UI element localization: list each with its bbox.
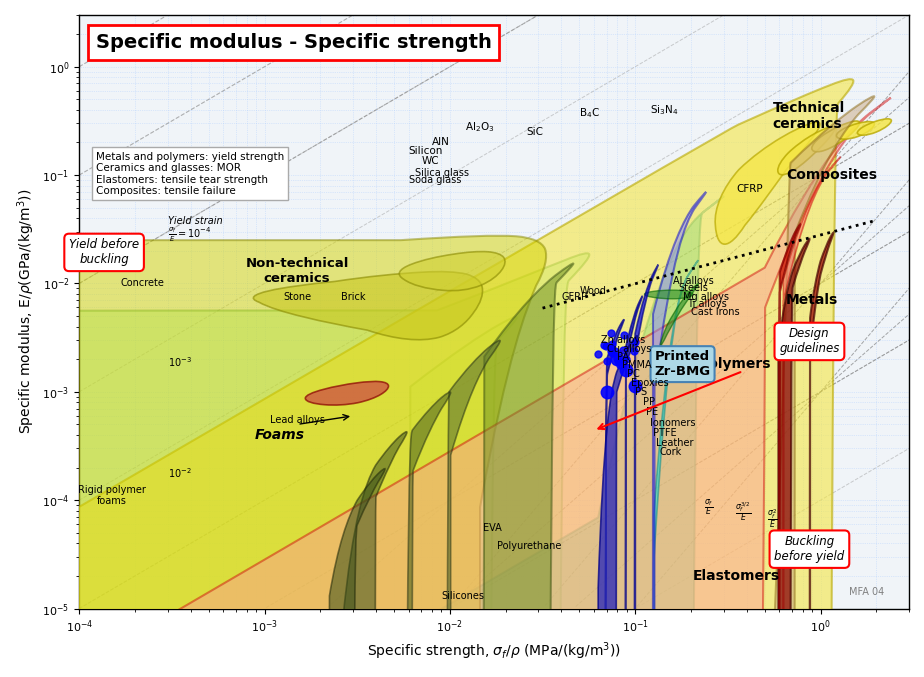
Text: Silica glass: Silica glass — [415, 168, 469, 178]
Ellipse shape — [305, 381, 388, 405]
X-axis label: Specific strength, $\sigma_f/\rho$ (MPa/(kg/m$^3$)): Specific strength, $\sigma_f/\rho$ (MPa/… — [367, 640, 621, 662]
Ellipse shape — [605, 297, 642, 677]
Text: $\frac{\sigma_f}{E}$: $\frac{\sigma_f}{E}$ — [704, 498, 713, 518]
Ellipse shape — [399, 252, 505, 290]
Text: Specific modulus - Specific strength: Specific modulus - Specific strength — [96, 32, 492, 52]
Text: Silicones: Silicones — [442, 591, 484, 601]
Text: GFRP: GFRP — [562, 292, 588, 302]
Text: PE: PE — [647, 407, 659, 417]
Text: PA: PA — [617, 352, 629, 362]
Ellipse shape — [455, 192, 706, 677]
Ellipse shape — [806, 233, 833, 677]
Ellipse shape — [661, 284, 699, 345]
Text: Yield strain: Yield strain — [167, 217, 223, 227]
Text: $\frac{\sigma_f^{3/2}}{E}$: $\frac{\sigma_f^{3/2}}{E}$ — [735, 501, 750, 523]
Text: Al$_2$O$_3$: Al$_2$O$_3$ — [465, 120, 494, 133]
Ellipse shape — [0, 157, 841, 677]
Text: Rigid polymer
foams: Rigid polymer foams — [78, 485, 146, 506]
Text: Leather: Leather — [656, 437, 694, 447]
Text: Si$_3$N$_4$: Si$_3$N$_4$ — [650, 103, 678, 116]
Text: Stone: Stone — [283, 292, 311, 302]
Text: $\frac{\sigma_f^2}{E}$: $\frac{\sigma_f^2}{E}$ — [767, 508, 778, 531]
Text: PS: PS — [635, 387, 648, 397]
Text: EVA: EVA — [482, 523, 502, 533]
Text: Al alloys: Al alloys — [673, 276, 714, 286]
Text: Wood: Wood — [579, 286, 606, 296]
Ellipse shape — [587, 320, 624, 677]
Text: Zn alloys: Zn alloys — [601, 335, 645, 345]
Ellipse shape — [772, 239, 809, 677]
Ellipse shape — [339, 392, 451, 677]
Ellipse shape — [314, 468, 385, 677]
Ellipse shape — [836, 122, 874, 139]
Text: Metals: Metals — [786, 293, 838, 307]
Text: CFRP: CFRP — [736, 183, 762, 194]
Ellipse shape — [589, 336, 638, 677]
Text: Ti alloys: Ti alloys — [687, 299, 726, 309]
Ellipse shape — [324, 432, 407, 677]
Ellipse shape — [715, 122, 820, 244]
Ellipse shape — [602, 265, 658, 677]
Ellipse shape — [0, 97, 891, 677]
Text: Polymers: Polymers — [699, 357, 772, 371]
Ellipse shape — [857, 118, 892, 135]
Text: Composites: Composites — [786, 168, 877, 182]
Text: Printed
Zr-BMG: Printed Zr-BMG — [654, 350, 711, 378]
Ellipse shape — [0, 253, 590, 677]
Text: Yield before
buckling: Yield before buckling — [69, 238, 140, 267]
Ellipse shape — [0, 79, 854, 677]
Text: Ionomers: Ionomers — [650, 418, 696, 428]
Text: Buckling
before yield: Buckling before yield — [774, 536, 845, 563]
Text: Cast irons: Cast irons — [691, 307, 739, 317]
Ellipse shape — [0, 317, 517, 677]
Ellipse shape — [547, 260, 699, 677]
Text: Cu alloys: Cu alloys — [606, 344, 650, 353]
Text: SiC: SiC — [527, 127, 544, 137]
Text: Lead alloys: Lead alloys — [270, 415, 324, 425]
Text: $10^{-3}$: $10^{-3}$ — [167, 355, 191, 369]
Text: Cork: Cork — [660, 447, 682, 457]
Text: PMMA: PMMA — [622, 360, 651, 370]
Text: Concrete: Concrete — [121, 278, 164, 288]
Text: PC: PC — [626, 370, 639, 379]
Ellipse shape — [752, 224, 800, 677]
Text: Mg alloys: Mg alloys — [683, 292, 728, 302]
Ellipse shape — [0, 236, 546, 677]
Text: Silicon: Silicon — [408, 146, 444, 156]
Ellipse shape — [288, 341, 500, 677]
Text: MFA 04: MFA 04 — [849, 587, 884, 596]
Text: $\frac{\sigma_f}{E} = 10^{-4}$: $\frac{\sigma_f}{E} = 10^{-4}$ — [167, 226, 212, 244]
Text: Non-technical
ceramics: Non-technical ceramics — [246, 257, 349, 285]
Text: AlN: AlN — [432, 137, 450, 148]
Y-axis label: Specific modulus, E/$\rho$(GPa/(kg/m$^3$)): Specific modulus, E/$\rho$(GPa/(kg/m$^3$… — [15, 189, 37, 435]
Ellipse shape — [812, 121, 859, 152]
Text: $10^{-2}$: $10^{-2}$ — [167, 466, 191, 480]
Ellipse shape — [0, 196, 724, 677]
Text: WC: WC — [421, 156, 439, 166]
Text: B$_4$C: B$_4$C — [579, 106, 601, 121]
Text: Epoxies: Epoxies — [631, 378, 669, 388]
Ellipse shape — [253, 271, 482, 340]
Text: PP: PP — [643, 397, 655, 408]
Text: Metals and polymers: yield strength
Ceramics and glasses: MOR
Elastomers: tensil: Metals and polymers: yield strength Cera… — [96, 152, 284, 196]
Text: Polyurethane: Polyurethane — [497, 541, 562, 550]
Text: Elastomers: Elastomers — [692, 569, 780, 583]
Ellipse shape — [645, 290, 693, 299]
Ellipse shape — [778, 127, 835, 175]
Text: Soda glass: Soda glass — [408, 175, 461, 185]
Text: Technical
ceramics: Technical ceramics — [772, 101, 845, 131]
Text: Brick: Brick — [341, 292, 365, 302]
Ellipse shape — [0, 96, 874, 677]
Text: Foams: Foams — [254, 428, 304, 442]
Ellipse shape — [0, 263, 573, 677]
Text: PTFE: PTFE — [653, 428, 676, 437]
Text: Design
guidelines: Design guidelines — [779, 328, 840, 355]
Text: Steels: Steels — [678, 284, 708, 293]
